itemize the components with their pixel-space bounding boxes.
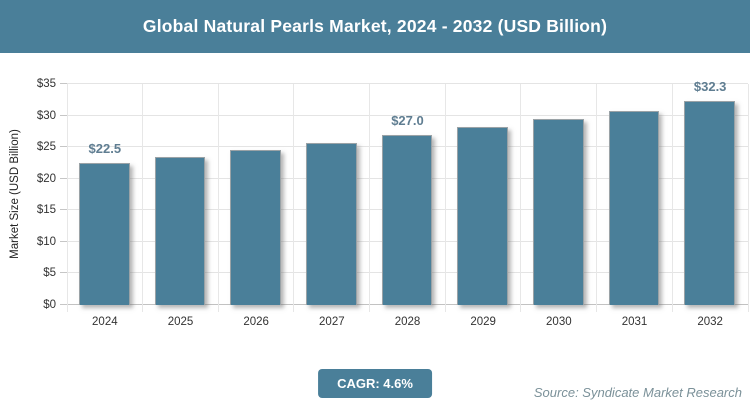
y-axis-tick [60, 114, 67, 116]
bar-2029 [457, 126, 509, 305]
x-tick-label: 2025 [167, 316, 194, 328]
v-gridline [142, 84, 144, 312]
bar-2025 [154, 156, 206, 305]
y-tick-label: $35 [36, 78, 56, 90]
y-axis-tick [60, 272, 67, 274]
bar-2028 [381, 134, 433, 305]
chart-column: $22.5 2024 [67, 84, 143, 328]
x-tick-label: 2028 [394, 316, 421, 328]
chart-title-bar: Global Natural Pearls Market, 2024 - 203… [0, 0, 750, 53]
y-axis-tick [60, 240, 67, 242]
chart-column: 2026 [218, 84, 294, 328]
x-tick-label: 2027 [319, 316, 345, 328]
bar-2026 [230, 149, 282, 305]
y-tick-label: $30 [36, 109, 56, 122]
bar-value-label: $32.3 [693, 79, 727, 95]
x-tick-label: 2029 [470, 316, 496, 328]
source-text: Source: Syndicate Market Research [533, 385, 742, 400]
y-tick-label: $15 [36, 204, 56, 217]
cagr-badge: CAGR: 4.6% [318, 369, 432, 398]
x-tick-label: 2024 [92, 316, 118, 328]
bar-2027 [306, 142, 357, 305]
chart-column: $32.3 2032 [672, 79, 748, 328]
bar-value-label: $27.0 [391, 112, 424, 128]
chart-column: 2025 [143, 84, 219, 328]
chart-column: 2031 [597, 84, 673, 328]
y-tick-label: $25 [36, 141, 56, 154]
y-tick-label: $5 [43, 267, 56, 280]
v-gridline [444, 84, 446, 312]
y-axis-tick [60, 209, 67, 211]
plot-area: $0 $5 $10 $15 $20 $25 $30 $35 $22.5 2024 2025 2026 2… [37, 78, 749, 328]
v-gridline [747, 84, 749, 312]
v-gridline [293, 84, 295, 312]
bar-2030 [533, 118, 584, 305]
h-gridline [67, 83, 748, 84]
x-tick-label: 2026 [243, 316, 269, 328]
y-axis-tick [60, 304, 67, 305]
chart-column: 2029 [445, 84, 521, 328]
v-gridline [596, 84, 598, 312]
chart-column: 2030 [521, 84, 597, 328]
chart-title: Global Natural Pearls Market, 2024 - 203… [142, 16, 608, 36]
bar-2024 [79, 162, 130, 305]
v-gridline [520, 84, 522, 312]
v-gridline [671, 84, 673, 312]
v-gridline [66, 84, 68, 312]
bar-2031 [608, 110, 660, 305]
y-axis-tick [60, 83, 67, 84]
y-axis-tick [60, 177, 67, 179]
x-tick-label: 2030 [546, 316, 572, 328]
y-tick-label: $0 [43, 299, 56, 311]
y-axis-tick [60, 146, 67, 148]
bar-2032 [684, 101, 736, 305]
chart-column: $27.0 2028 [370, 84, 446, 328]
bar-value-label: $22.5 [88, 140, 122, 156]
v-gridline [217, 84, 219, 312]
y-tick-label: $10 [36, 235, 56, 248]
h-gridline [67, 114, 748, 116]
y-axis-title: Market Size (USD Billion) [9, 129, 21, 259]
x-tick-label: 2031 [621, 316, 648, 328]
y-tick-label: $20 [36, 172, 56, 185]
chart-column: 2027 [294, 84, 370, 328]
v-gridline [369, 84, 371, 312]
x-tick-label: 2032 [697, 316, 723, 328]
